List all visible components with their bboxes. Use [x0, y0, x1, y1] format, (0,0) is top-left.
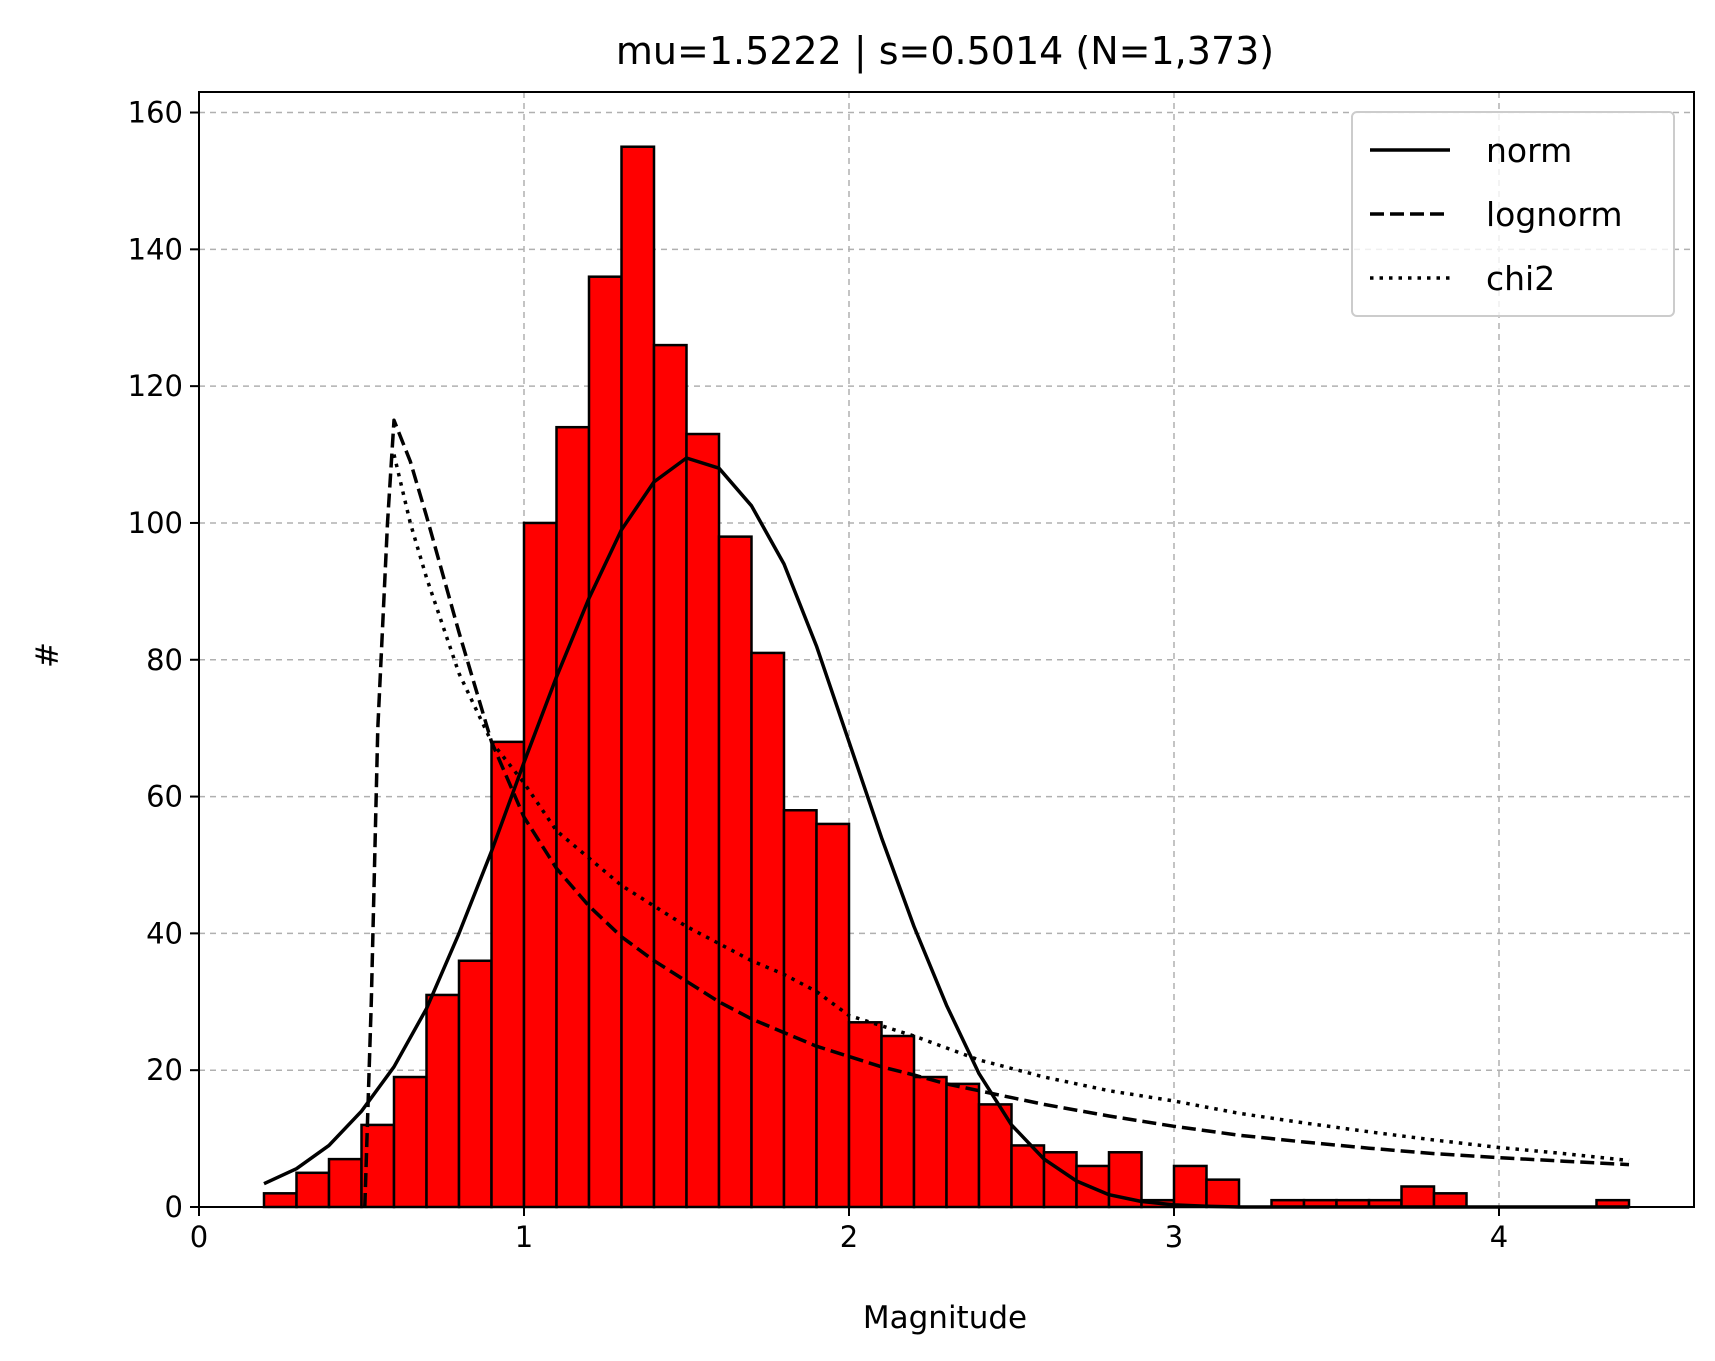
histogram-bar: [425, 993, 461, 1209]
legend-norm-label: norm: [1486, 131, 1572, 170]
y-axis-label: #: [30, 642, 66, 668]
legend-chi2-label: chi2: [1486, 259, 1555, 298]
legend-lognorm-label: lognorm: [1486, 195, 1623, 234]
series-line-chi2: [392, 454, 1630, 1163]
histogram-bar: [685, 432, 721, 1209]
x-tick-label: 0: [190, 1220, 208, 1254]
y-tick-label: 80: [146, 643, 183, 677]
histogram-bar: [392, 1075, 428, 1209]
histogram-bars: [262, 145, 1631, 1209]
histogram-bar: [1432, 1192, 1468, 1209]
histogram-bar: [295, 1171, 331, 1209]
histogram-bar: [1400, 1185, 1436, 1209]
histogram-bar: [815, 822, 851, 1209]
x-tick-label: 4: [1490, 1220, 1508, 1254]
histogram-bar: [1107, 1151, 1143, 1209]
y-tick-label: 40: [146, 916, 183, 950]
histogram-bar: [782, 809, 818, 1209]
y-tick-label: 140: [128, 232, 183, 266]
histogram-bar: [620, 145, 656, 1209]
histogram-bar: [880, 1034, 916, 1209]
histogram-bar: [652, 343, 688, 1209]
histogram-bar: [847, 1021, 883, 1209]
x-tick-label: 3: [1165, 1220, 1183, 1254]
histogram-bar: [750, 651, 786, 1209]
x-tick-label: 1: [515, 1220, 533, 1254]
chart-title: mu=1.5222 | s=0.5014 (N=1,373): [616, 29, 1274, 74]
histogram-bar: [555, 425, 591, 1209]
x-axis-label: Magnitude: [863, 1300, 1027, 1336]
y-tick-label: 60: [146, 780, 183, 814]
histogram-bar: [945, 1082, 981, 1209]
plot-frame: [198, 91, 1695, 1208]
histogram-bar: [457, 959, 493, 1209]
series-line-lognorm: [363, 418, 1630, 1208]
histogram-bar: [1172, 1164, 1208, 1209]
x-tick-label: 2: [840, 1220, 858, 1254]
histogram-bar: [327, 1157, 363, 1209]
histogram-bar: [1205, 1178, 1241, 1209]
histogram-bar: [587, 275, 623, 1209]
y-tick-label: 20: [146, 1053, 183, 1087]
y-tick-label: 160: [128, 96, 183, 130]
legend: norm lognorm chi2: [1351, 111, 1675, 317]
histogram-bar: [262, 1192, 298, 1209]
y-tick-label: 120: [128, 369, 183, 403]
y-tick-label: 0: [165, 1190, 183, 1224]
histogram-bar: [522, 521, 558, 1209]
legend-box: [1351, 111, 1675, 317]
y-tick-label: 100: [128, 506, 183, 540]
histogram-bar: [717, 535, 753, 1209]
histogram-bar: [912, 1075, 948, 1209]
